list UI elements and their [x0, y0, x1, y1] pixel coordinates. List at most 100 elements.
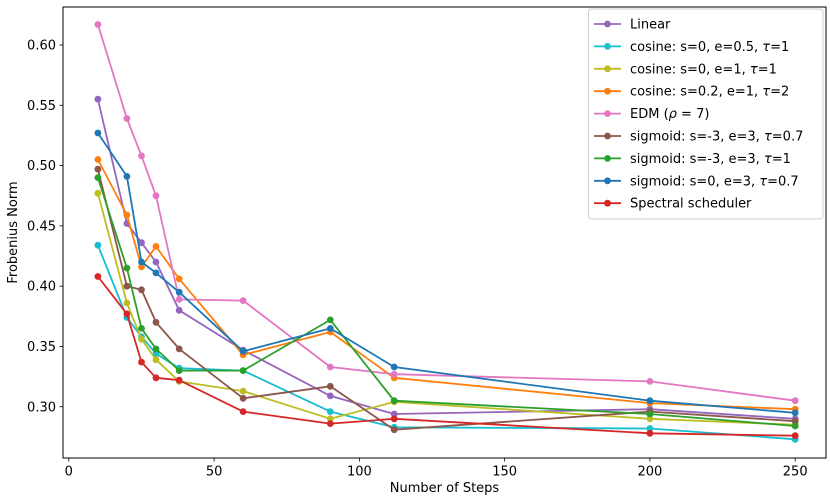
legend-item: Spectral scheduler [594, 197, 752, 212]
data-point-marker [175, 275, 183, 283]
series-8 [94, 129, 799, 417]
x-tick-label: 100 [347, 465, 372, 480]
y-tick-label: 0.35 [27, 340, 56, 355]
y-tick-label: 0.55 [27, 99, 56, 114]
data-point-marker [646, 397, 654, 405]
series-line [97, 159, 796, 411]
data-point-marker [646, 378, 654, 385]
y-tick-label: 0.30 [27, 400, 56, 415]
series-9 [94, 273, 799, 440]
data-point-marker [138, 152, 145, 160]
data-point-marker [123, 299, 131, 307]
legend-item: cosine: s=0.2, e=1, τ=2 [594, 85, 789, 100]
x-axis: 0 50 100 150 200 250 [65, 458, 808, 480]
legend-item: sigmoid: s=-3, e=3, τ=1 [594, 152, 791, 167]
data-point-marker [94, 95, 102, 103]
data-point-marker [390, 370, 398, 378]
data-point-marker [326, 382, 334, 390]
data-point-marker [791, 397, 799, 405]
legend-item: cosine: s=0, e=0.5, τ=1 [594, 40, 789, 55]
data-point-marker [94, 156, 102, 163]
series-5 [94, 21, 799, 405]
data-point-marker [123, 211, 131, 219]
data-point-marker [239, 297, 247, 304]
legend-item: sigmoid: s=0, e=3, τ=0.7 [594, 174, 799, 189]
data-point-marker [239, 394, 247, 402]
y-axis-label: Frobenius Norm [6, 181, 21, 283]
data-point-marker [175, 376, 183, 384]
data-point-marker [646, 429, 654, 437]
data-point-marker [152, 374, 160, 382]
data-point-marker [390, 410, 398, 418]
data-point-marker [138, 286, 145, 294]
data-point-marker [138, 335, 145, 343]
x-tick-label: 200 [638, 465, 663, 480]
x-tick-label: 0 [65, 465, 73, 480]
data-point-marker [326, 363, 334, 371]
legend-item: sigmoid: s=-3, e=3, τ=0.7 [594, 130, 803, 145]
data-point-marker [123, 282, 131, 290]
x-tick-label: 250 [783, 465, 808, 480]
legend-marker [604, 87, 611, 95]
y-tick-label: 0.40 [27, 280, 56, 295]
data-point-marker [175, 345, 183, 353]
data-point-marker [94, 273, 102, 280]
data-point-marker [138, 325, 145, 332]
legend-marker [604, 132, 611, 140]
series-6 [94, 165, 799, 434]
axes-frame [62, 6, 827, 459]
data-point-marker [175, 288, 183, 296]
series-line [97, 177, 796, 427]
y-axis: 0.30 0.35 0.40 0.45 0.50 0.55 0.60 [27, 38, 63, 415]
data-point-marker [390, 397, 398, 405]
legend-item: EDM (ρ = 7) [594, 107, 709, 122]
data-point-marker [326, 408, 334, 415]
data-point-marker [138, 239, 145, 247]
data-point-marker [152, 345, 160, 353]
legend-label: EDM (ρ = 7) [630, 107, 709, 122]
data-point-marker [791, 409, 799, 417]
data-point-marker [326, 316, 334, 324]
x-axis-label: Number of Steps [390, 481, 500, 496]
data-point-marker [152, 258, 160, 266]
legend-marker [604, 43, 611, 50]
x-tick-label: 150 [492, 465, 517, 480]
data-point-marker [326, 415, 334, 423]
legend-label: sigmoid: s=0, e=3, τ=0.7 [630, 174, 799, 189]
data-point-marker [152, 318, 160, 326]
data-point-marker [791, 422, 799, 430]
legend-label: cosine: s=0, e=1, τ=1 [630, 62, 777, 77]
data-point-marker [152, 243, 160, 250]
data-point-marker [390, 363, 398, 371]
legend-label: sigmoid: s=-3, e=3, τ=1 [630, 152, 791, 167]
legend-marker [604, 199, 611, 207]
data-point-marker [138, 263, 145, 271]
data-point-marker [152, 269, 160, 277]
data-point-marker [94, 165, 102, 173]
data-point-marker [326, 325, 334, 332]
data-point-marker [646, 410, 654, 418]
data-point-marker [390, 426, 398, 434]
series-line [97, 98, 796, 420]
legend-label: sigmoid: s=-3, e=3, τ=0.7 [630, 130, 803, 145]
data-point-marker [152, 192, 160, 200]
legend-box [588, 8, 824, 220]
data-point-marker [791, 417, 799, 425]
data-point-marker [175, 306, 183, 314]
legend-label: Spectral scheduler [630, 197, 752, 212]
data-point-marker [791, 432, 799, 440]
data-point-marker [152, 350, 160, 358]
data-point-marker [94, 241, 102, 249]
data-point-marker [239, 347, 247, 355]
legend-item: Linear [594, 18, 671, 33]
series-1 [94, 95, 799, 423]
data-point-marker [646, 415, 654, 423]
series-line [97, 132, 796, 414]
legend-marker [604, 177, 611, 185]
data-point-marker [239, 367, 247, 374]
y-tick-label: 0.60 [27, 38, 56, 53]
data-point-marker [326, 392, 334, 400]
x-tick-label: 50 [206, 465, 223, 480]
data-point-marker [123, 173, 131, 180]
